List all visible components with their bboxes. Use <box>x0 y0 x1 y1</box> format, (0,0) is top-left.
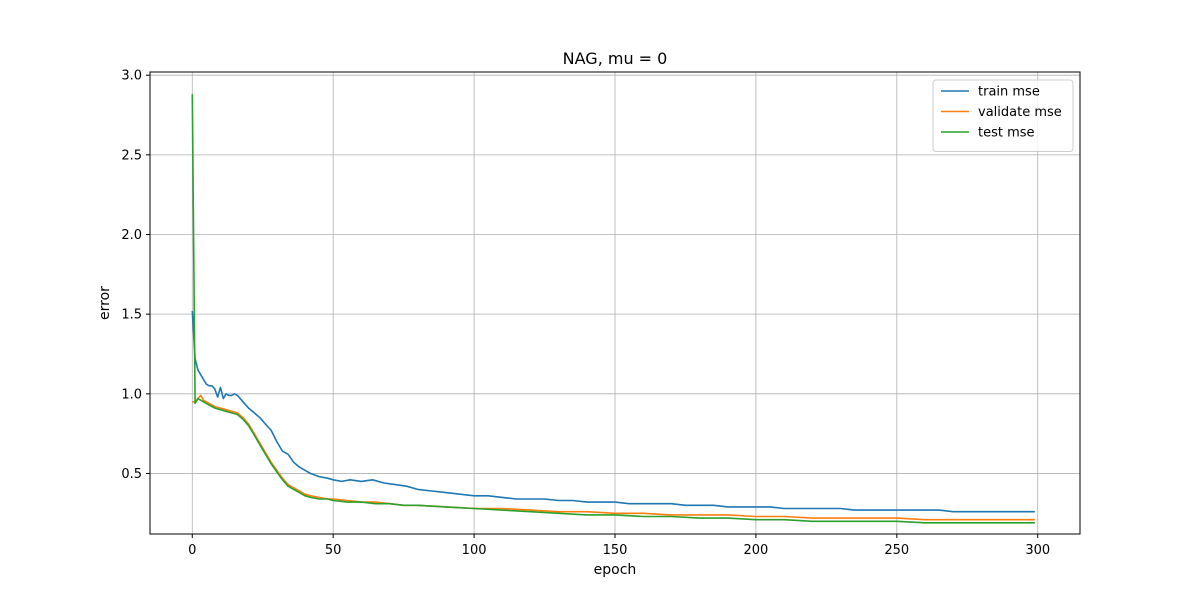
y-tick-label: 2.5 <box>121 148 142 163</box>
legend-label: validate mse <box>978 105 1062 120</box>
x-axis-label: epoch <box>594 562 637 578</box>
series-lines <box>191 94 1035 524</box>
x-tick-label: 150 <box>603 543 628 558</box>
x-tick-label: 0 <box>188 543 196 558</box>
y-tick-label: 1.0 <box>121 387 142 402</box>
legend-box <box>932 79 1074 152</box>
legend: train mse validate mse test mse <box>932 79 1074 152</box>
x-tick-label: 300 <box>1025 543 1050 558</box>
axis-ticks: 0 50 100 150 200 250 300 0.5 1.0 1.5 2.0 2.5 3.0 <box>121 69 1050 558</box>
legend-label: train mse <box>978 85 1040 100</box>
series-line-3 <box>191 94 1035 524</box>
y-axis-label: error <box>97 286 113 320</box>
grid <box>150 72 1080 534</box>
chart-title: NAG, mu = 0 <box>563 49 668 68</box>
y-tick-label: 1.5 <box>121 308 142 323</box>
y-tick-label: 3.0 <box>121 69 142 84</box>
series-line-2 <box>192 394 1035 521</box>
y-tick-label: 0.5 <box>121 467 142 482</box>
x-tick-label: 100 <box>462 543 487 558</box>
y-tick-label: 2.0 <box>121 228 142 243</box>
series-line-1 <box>191 310 1035 513</box>
legend-label: test mse <box>978 126 1035 141</box>
x-tick-label: 200 <box>743 543 768 558</box>
x-tick-label: 50 <box>325 543 342 558</box>
x-tick-label: 250 <box>884 543 909 558</box>
